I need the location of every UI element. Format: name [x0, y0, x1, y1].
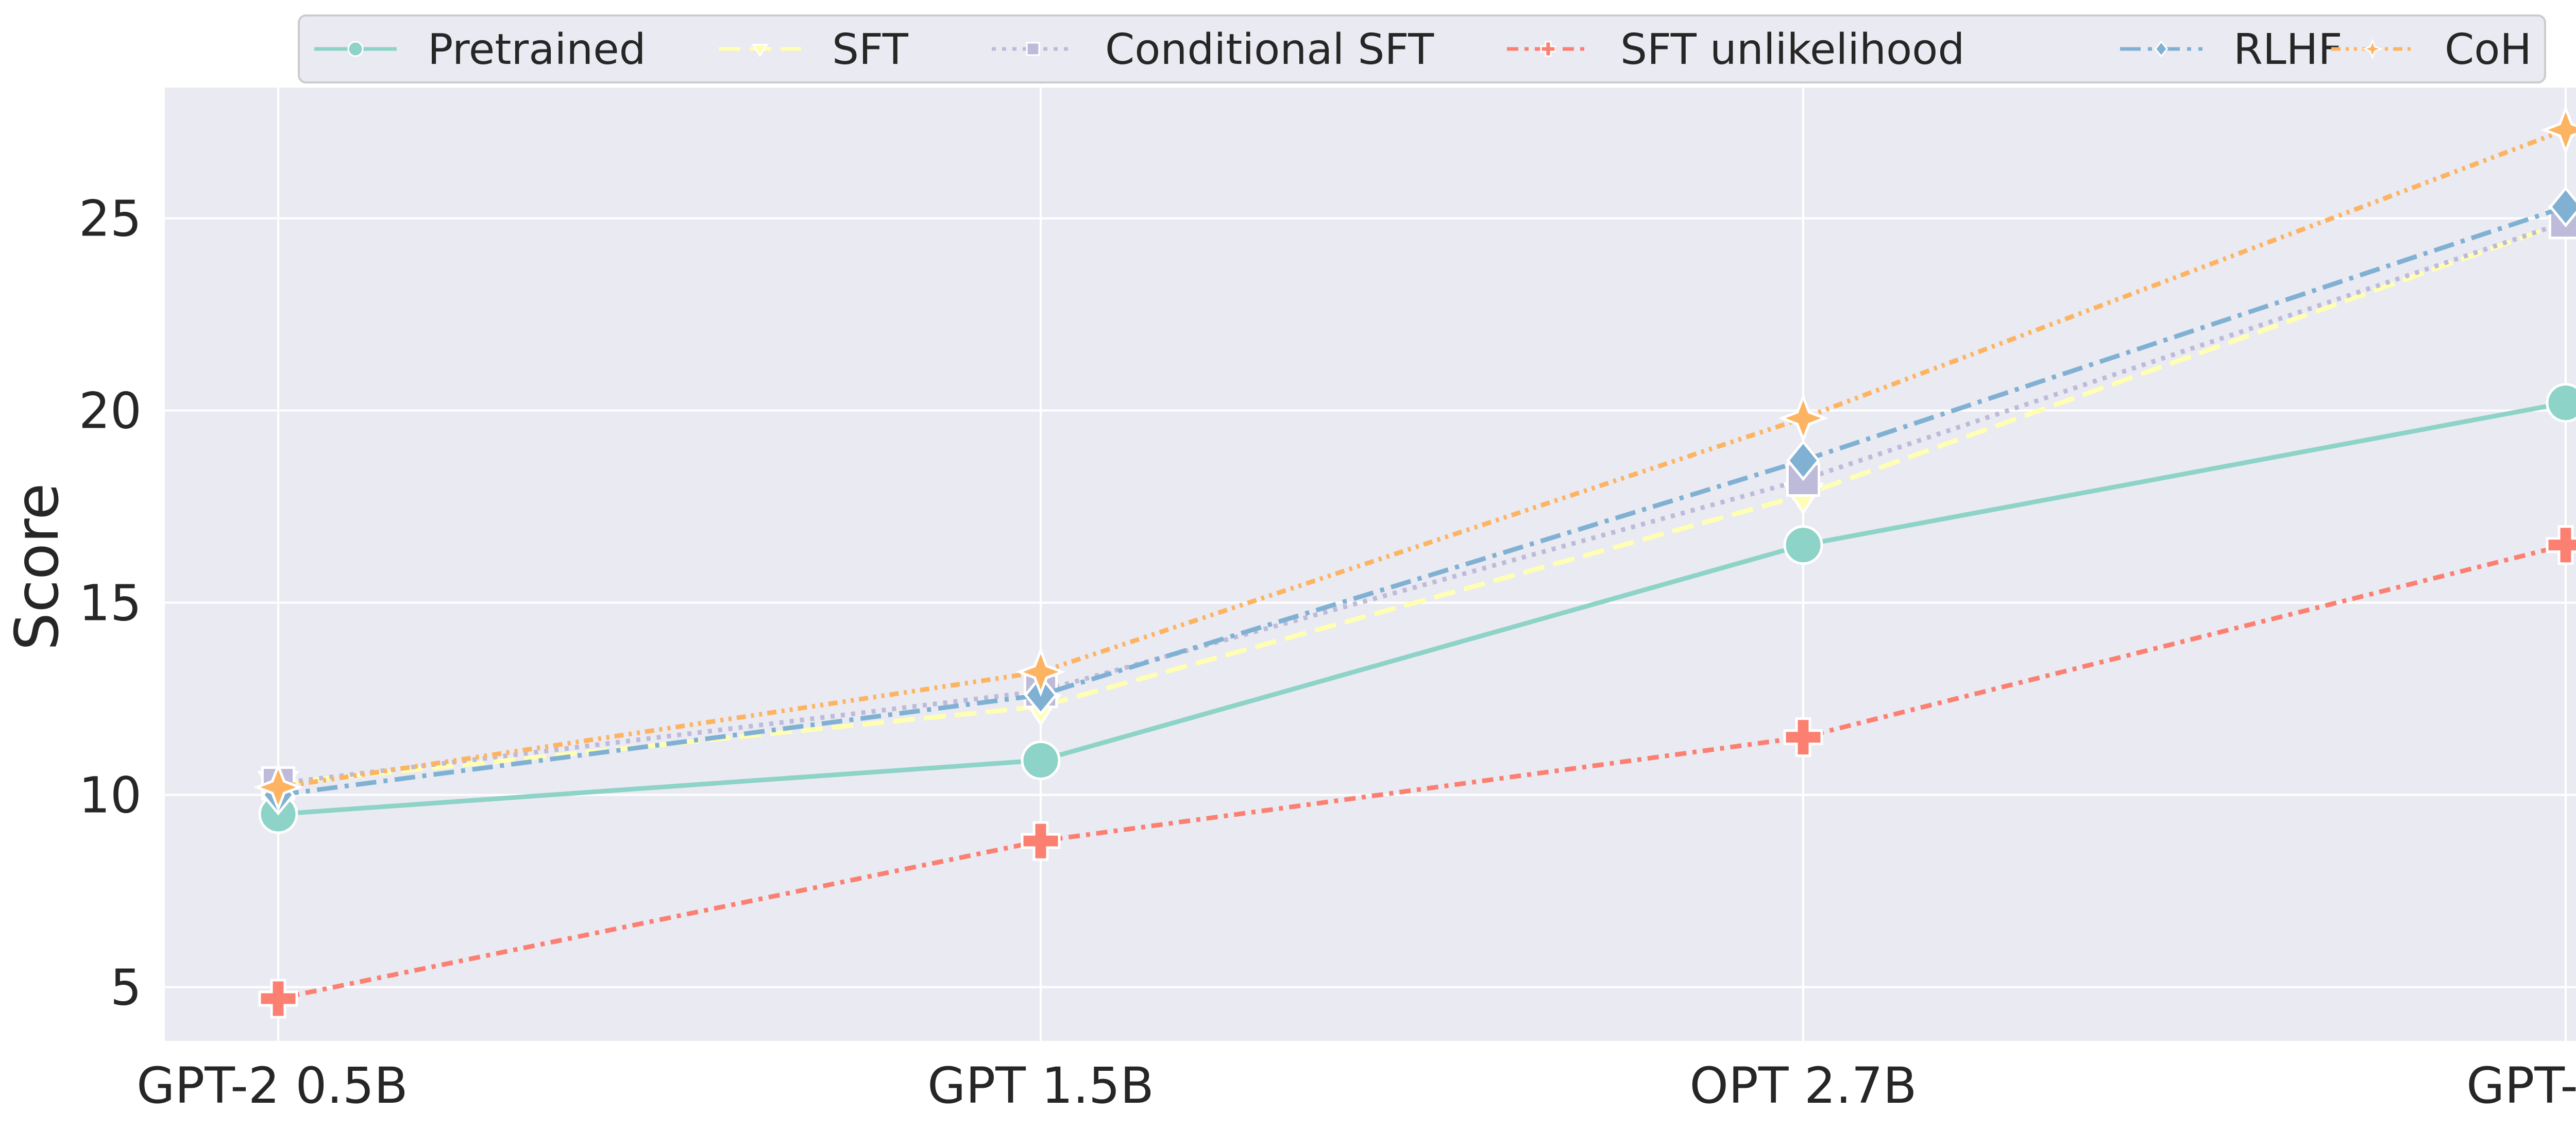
y-tick-label: 15	[79, 575, 142, 632]
data-point-rlhf	[1786, 440, 1820, 481]
series-line-rlhf	[278, 204, 2567, 798]
series-group	[253, 105, 2576, 1019]
legend: Pretrained SFT Conditional SFT SFT unlikeli…	[298, 14, 2546, 83]
legend-label-rlhf: RLHF	[2233, 25, 2343, 74]
data-point-pretrained	[2546, 383, 2576, 423]
legend-marker-pretrained	[347, 41, 364, 57]
legend-entry-sft-unlikelihood: SFT unlikelihood	[1507, 25, 1964, 74]
legend-entry-pretrained: Pretrained	[314, 25, 646, 74]
data-point-coh	[1015, 647, 1066, 697]
legend-label-sft: SFT	[832, 25, 909, 74]
y-tick-label: 20	[79, 382, 142, 440]
legend-entry-conditional-sft: Conditional SFT	[992, 25, 1434, 74]
legend-label-pretrained: Pretrained	[428, 25, 646, 74]
data-point-sft-unlikelihood	[258, 979, 298, 1019]
legend-box	[298, 14, 2546, 83]
legend-entry-sft: SFT	[719, 25, 909, 74]
data-point-sft-unlikelihood	[1783, 717, 1823, 757]
y-tick-label: 25	[79, 190, 142, 248]
legend-label-conditional-sft: Conditional SFT	[1105, 25, 1434, 74]
legend-entry-coh: CoH	[2331, 25, 2532, 74]
series-line-coh	[278, 127, 2567, 790]
data-point-pretrained	[1021, 740, 1061, 780]
data-point-coh	[1778, 393, 1828, 443]
series-line-conditional-sft	[278, 220, 2567, 786]
series-line-sft	[278, 220, 2567, 786]
legend-entry-rlhf: RLHF	[2120, 25, 2343, 74]
legend-marker-coh	[2362, 38, 2383, 60]
y-tick-label: 10	[79, 767, 142, 824]
data-point-sft-unlikelihood	[1021, 821, 1061, 861]
x-tick-label: OPT 2.7B	[1689, 1057, 1917, 1115]
data-point-coh	[253, 762, 303, 813]
series-coh	[253, 105, 2576, 813]
legend-marker-sft	[751, 44, 769, 58]
x-tick-label: GPT-2 0.5B	[137, 1057, 408, 1115]
legend-marker-rlhf	[2154, 40, 2168, 58]
x-tick-label: GPT 1.5B	[927, 1057, 1154, 1115]
data-point-coh	[2540, 105, 2576, 155]
series-sft-unlikelihood	[258, 525, 2576, 1019]
series-line-pretrained	[278, 400, 2566, 817]
legend-label-coh: CoH	[2445, 25, 2532, 74]
legend-label-sft-unlikelihood: SFT unlikelihood	[1620, 25, 1964, 74]
series-pretrained	[258, 383, 2576, 834]
legend-marker-conditional-sft	[1026, 42, 1040, 56]
data-point-pretrained	[1783, 525, 1823, 565]
y-axis-label: Score	[3, 483, 72, 651]
x-tick-label: GPT-J 6B	[2466, 1057, 2576, 1115]
legend-marker-sft-unlikelihood	[1540, 41, 1556, 57]
axis-tick-labels: 5 10 15 20 25 GPT-2 0.5B GPT 1.5B OPT 2.7B GPT-J…	[79, 190, 2576, 1115]
y-tick-label: 5	[110, 959, 142, 1017]
data-point-sft-unlikelihood	[2546, 525, 2576, 565]
